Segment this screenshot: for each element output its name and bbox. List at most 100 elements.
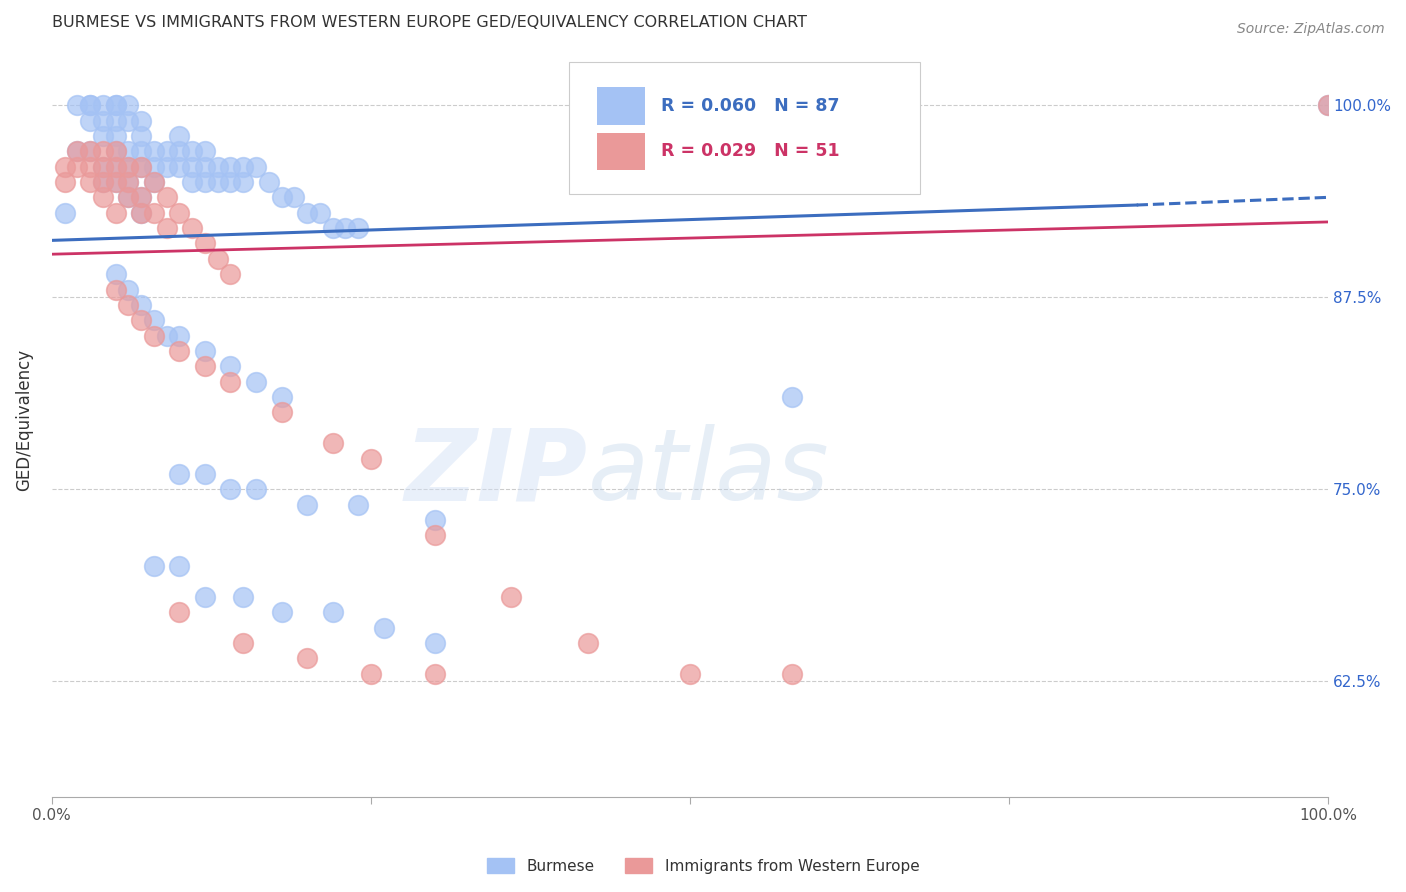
Point (347, 221, 370, 235)
Point (169, 344, 191, 359)
Point (169, 605, 191, 619)
Point (104, 98, 127, 112)
Point (53, 175, 76, 189)
Point (129, 145, 152, 159)
Point (91, 160, 114, 174)
Point (219, 483, 242, 497)
Point (129, 190, 152, 204)
Point (66, 145, 89, 159)
Point (142, 205, 165, 219)
Point (104, 160, 127, 174)
Point (501, 590, 523, 604)
Point (169, 467, 191, 481)
Point (219, 160, 242, 174)
Point (117, 175, 139, 189)
Point (322, 436, 344, 450)
Point (129, 113, 152, 128)
Point (780, 666, 803, 681)
Point (104, 113, 127, 128)
Point (360, 666, 382, 681)
Point (295, 205, 318, 219)
Text: R = 0.029   N = 51: R = 0.029 N = 51 (661, 143, 839, 161)
Point (53, 205, 76, 219)
Point (156, 190, 179, 204)
Point (129, 190, 152, 204)
Point (1317, 98, 1340, 112)
Point (104, 205, 127, 219)
Point (129, 128, 152, 143)
Point (104, 283, 127, 297)
Point (117, 298, 139, 312)
Point (91, 175, 114, 189)
Point (156, 145, 179, 159)
Point (335, 221, 357, 235)
Point (169, 205, 191, 219)
Point (1317, 98, 1340, 112)
Point (322, 605, 344, 619)
Point (194, 590, 217, 604)
Point (181, 145, 204, 159)
Point (245, 375, 267, 389)
Text: R = 0.060   N = 87: R = 0.060 N = 87 (661, 97, 839, 115)
Point (142, 175, 165, 189)
Point (79, 160, 101, 174)
Point (169, 128, 191, 143)
Point (117, 160, 139, 174)
Point (232, 175, 254, 189)
Text: BURMESE VS IMMIGRANTS FROM WESTERN EUROPE GED/EQUIVALENCY CORRELATION CHART: BURMESE VS IMMIGRANTS FROM WESTERN EUROP… (52, 15, 807, 30)
Point (129, 160, 152, 174)
Point (181, 175, 204, 189)
Text: Source: ZipAtlas.com: Source: ZipAtlas.com (1237, 22, 1385, 37)
Point (142, 160, 165, 174)
Point (780, 390, 803, 404)
Point (245, 160, 267, 174)
Point (142, 175, 165, 189)
Point (156, 221, 179, 235)
Point (117, 283, 139, 297)
Point (91, 175, 114, 189)
Point (194, 467, 217, 481)
Point (117, 113, 139, 128)
FancyBboxPatch shape (568, 62, 920, 194)
Point (169, 328, 191, 343)
Point (423, 636, 446, 650)
Point (360, 451, 382, 466)
Point (117, 175, 139, 189)
Point (104, 160, 127, 174)
Point (129, 205, 152, 219)
Point (91, 113, 114, 128)
Point (104, 267, 127, 281)
Point (129, 298, 152, 312)
Point (347, 498, 370, 512)
Point (91, 145, 114, 159)
Point (232, 590, 254, 604)
Point (423, 513, 446, 527)
Point (181, 160, 204, 174)
Text: atlas: atlas (588, 425, 830, 522)
Y-axis label: GED/Equivalency: GED/Equivalency (15, 349, 32, 491)
Point (104, 145, 127, 159)
Point (117, 98, 139, 112)
Point (423, 528, 446, 542)
Point (104, 145, 127, 159)
Point (169, 160, 191, 174)
Point (194, 160, 217, 174)
Point (207, 175, 229, 189)
Point (295, 498, 318, 512)
Point (270, 605, 292, 619)
Point (129, 205, 152, 219)
Point (270, 405, 292, 419)
Bar (596, 87, 645, 125)
Point (257, 175, 280, 189)
Point (232, 636, 254, 650)
Point (142, 313, 165, 327)
Point (322, 221, 344, 235)
Point (169, 145, 191, 159)
Point (104, 175, 127, 189)
Point (308, 205, 330, 219)
Point (66, 98, 89, 112)
Point (53, 160, 76, 174)
Point (104, 175, 127, 189)
Point (219, 375, 242, 389)
Point (270, 190, 292, 204)
